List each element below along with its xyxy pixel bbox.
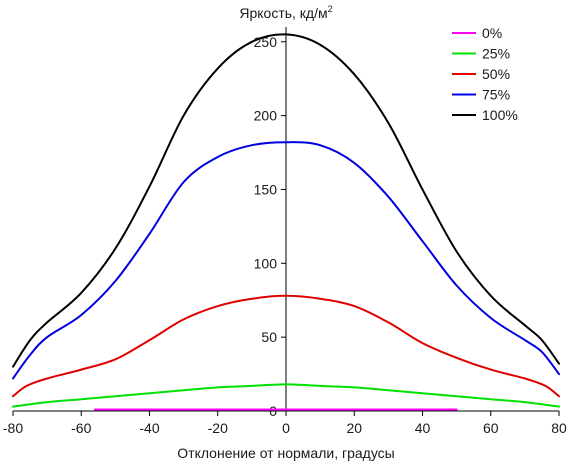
x-tick-label: 0: [282, 420, 290, 436]
legend: 0% 25% 50% 75% 100%: [452, 25, 518, 123]
x-axis-title: Отклонение от нормали, градусы: [177, 445, 394, 461]
y-tick-label: 200: [254, 108, 278, 124]
legend-label: 50%: [482, 66, 510, 82]
y-tick-label: 150: [254, 181, 278, 197]
x-tick-label: -60: [71, 420, 91, 436]
y-axis-title: Яркость, кд/м2: [239, 4, 332, 21]
legend-label: 75%: [482, 87, 510, 103]
series-line-3: [12, 141, 560, 380]
x-tick-label: 60: [483, 420, 499, 436]
x-tick-label: 20: [346, 420, 362, 436]
x-tick-label: -80: [3, 420, 23, 436]
legend-label: 0%: [482, 25, 502, 41]
legend-label: 25%: [482, 46, 510, 62]
x-tick-label: 80: [551, 420, 567, 436]
y-tick-label: 100: [254, 255, 278, 271]
y-axis-title-superscript: 2: [328, 4, 333, 14]
x-tick-label: 40: [415, 420, 431, 436]
series-line-2: [12, 294, 560, 398]
y-tick-label: 0: [269, 403, 277, 419]
y-tick-label: 50: [261, 329, 277, 345]
series-line-1: [12, 383, 560, 408]
x-tick-label: -40: [139, 420, 159, 436]
x-tick-label: -20: [208, 420, 228, 436]
series-layer: [12, 33, 560, 411]
legend-label: 100%: [482, 107, 518, 123]
series-line-4: [12, 33, 560, 368]
y-axis-title-text: Яркость, кд/м: [239, 5, 327, 21]
